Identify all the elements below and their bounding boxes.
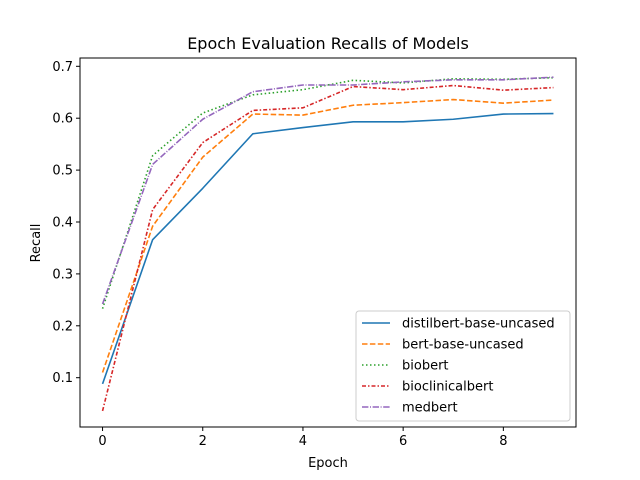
series-lines [101, 76, 554, 412]
legend-box [355, 310, 571, 422]
x-tick-label: 8 [499, 434, 507, 449]
y-tick-label: 0.4 [52, 216, 73, 231]
legend-label: distilbert-base-uncased [402, 317, 555, 332]
chart-title: Epoch Evaluation Recalls of Models [187, 34, 469, 53]
series-line-distilbert-base-uncased [101, 112, 554, 385]
legend-label: bioclinicalbert [402, 380, 493, 395]
y-tick-label: 0.6 [52, 112, 73, 127]
y-tick-label: 0.3 [52, 267, 73, 282]
series-line-bert-base-uncased [101, 98, 554, 373]
legend: distilbert-base-uncased bert-base-uncased… [355, 310, 571, 422]
x-tick-label: 6 [399, 434, 407, 449]
y-axis-label: Recall [29, 224, 44, 263]
legend-label: bert-base-uncased [402, 338, 524, 353]
plot-frame [79, 57, 577, 428]
y-tick-label: 0.1 [52, 371, 73, 386]
x-axis-ticks: 0 2 4 6 8 [98, 427, 507, 449]
y-axis-ticks: 0.1 0.2 0.3 0.4 0.5 0.6 0.7 [52, 60, 80, 386]
x-tick-label: 0 [98, 434, 106, 449]
y-tick-label: 0.5 [52, 164, 73, 179]
series-line-biobert [101, 76, 554, 309]
x-tick-label: 4 [299, 434, 307, 449]
series-line-medbert [101, 76, 554, 305]
legend-label: biobert [402, 359, 449, 374]
y-tick-label: 0.2 [52, 319, 73, 334]
y-tick-label: 0.7 [52, 60, 73, 75]
series-line-bioclinicalbert [101, 84, 554, 412]
x-axis-label: Epoch [308, 456, 348, 471]
legend-label: medbert [402, 401, 458, 416]
x-tick-label: 2 [199, 434, 207, 449]
